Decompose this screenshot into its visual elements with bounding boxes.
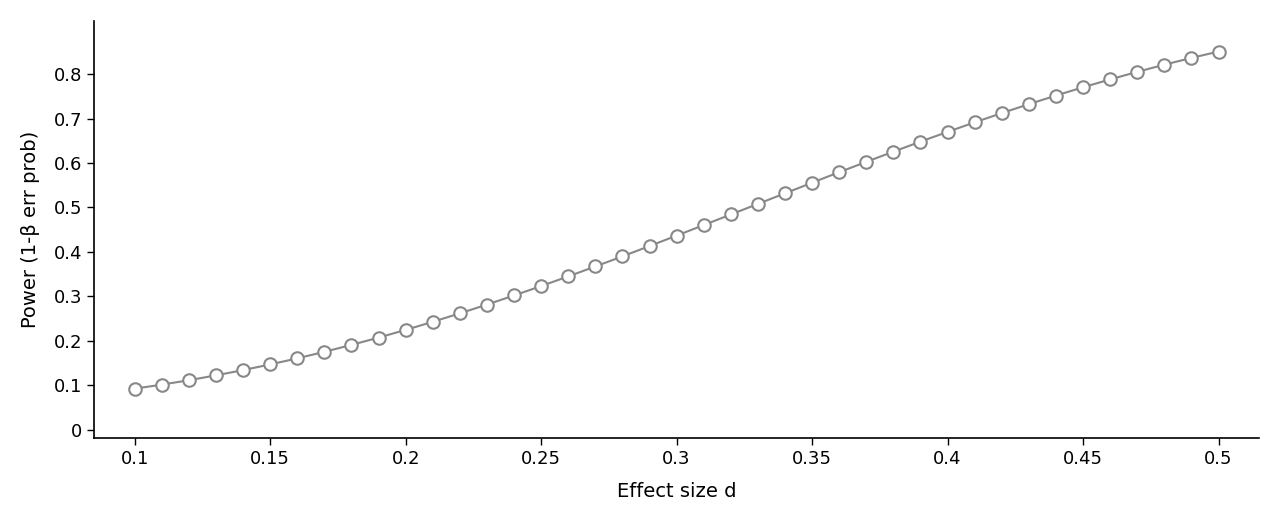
Y-axis label: Power (1-β err prob): Power (1-β err prob) [20, 131, 40, 328]
X-axis label: Effect size d: Effect size d [617, 482, 736, 501]
